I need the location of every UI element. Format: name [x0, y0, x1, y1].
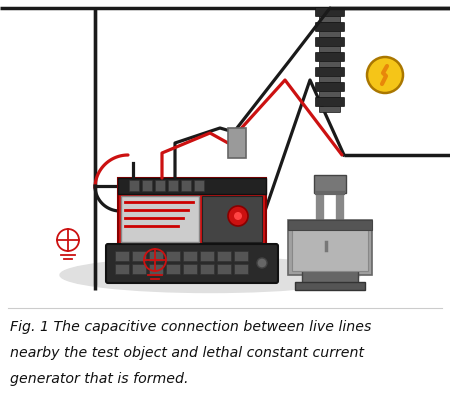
FancyBboxPatch shape [184, 264, 198, 274]
FancyBboxPatch shape [315, 53, 345, 61]
FancyBboxPatch shape [295, 282, 365, 290]
FancyBboxPatch shape [201, 264, 215, 274]
Circle shape [234, 212, 242, 220]
FancyBboxPatch shape [156, 181, 166, 191]
FancyBboxPatch shape [315, 68, 345, 76]
FancyBboxPatch shape [288, 220, 372, 230]
FancyBboxPatch shape [181, 181, 192, 191]
Ellipse shape [60, 258, 360, 292]
FancyBboxPatch shape [320, 47, 341, 53]
FancyBboxPatch shape [320, 61, 341, 68]
FancyBboxPatch shape [292, 224, 368, 271]
FancyBboxPatch shape [228, 128, 246, 158]
Text: Fig. 1 The capacitive connection between live lines: Fig. 1 The capacitive connection between… [10, 320, 371, 334]
FancyBboxPatch shape [315, 23, 345, 32]
FancyBboxPatch shape [116, 264, 130, 274]
FancyBboxPatch shape [302, 270, 358, 284]
Circle shape [257, 258, 267, 268]
FancyBboxPatch shape [314, 175, 346, 193]
FancyBboxPatch shape [116, 251, 130, 261]
FancyBboxPatch shape [320, 17, 341, 23]
FancyBboxPatch shape [184, 251, 198, 261]
FancyBboxPatch shape [130, 181, 140, 191]
FancyBboxPatch shape [288, 220, 372, 275]
FancyBboxPatch shape [217, 251, 231, 261]
FancyBboxPatch shape [315, 38, 345, 47]
FancyBboxPatch shape [166, 251, 180, 261]
Text: nearby the test object and lethal constant current: nearby the test object and lethal consta… [10, 346, 364, 360]
FancyBboxPatch shape [320, 106, 341, 113]
FancyBboxPatch shape [320, 32, 341, 38]
FancyBboxPatch shape [106, 244, 278, 283]
FancyBboxPatch shape [315, 83, 345, 91]
FancyBboxPatch shape [315, 98, 345, 106]
FancyBboxPatch shape [132, 264, 147, 274]
FancyBboxPatch shape [217, 264, 231, 274]
FancyBboxPatch shape [168, 181, 179, 191]
FancyBboxPatch shape [143, 181, 153, 191]
FancyBboxPatch shape [118, 178, 266, 194]
FancyBboxPatch shape [121, 196, 199, 242]
FancyBboxPatch shape [315, 8, 345, 17]
FancyBboxPatch shape [320, 76, 341, 83]
Text: generator that is formed.: generator that is formed. [10, 372, 189, 386]
FancyBboxPatch shape [202, 196, 262, 242]
Circle shape [367, 57, 403, 93]
FancyBboxPatch shape [149, 251, 163, 261]
FancyBboxPatch shape [149, 264, 163, 274]
FancyBboxPatch shape [320, 91, 341, 98]
FancyBboxPatch shape [234, 251, 248, 261]
FancyBboxPatch shape [132, 251, 147, 261]
FancyBboxPatch shape [118, 178, 266, 246]
FancyBboxPatch shape [201, 251, 215, 261]
FancyBboxPatch shape [234, 264, 248, 274]
Circle shape [228, 206, 248, 226]
FancyBboxPatch shape [166, 264, 180, 274]
FancyBboxPatch shape [194, 181, 204, 191]
